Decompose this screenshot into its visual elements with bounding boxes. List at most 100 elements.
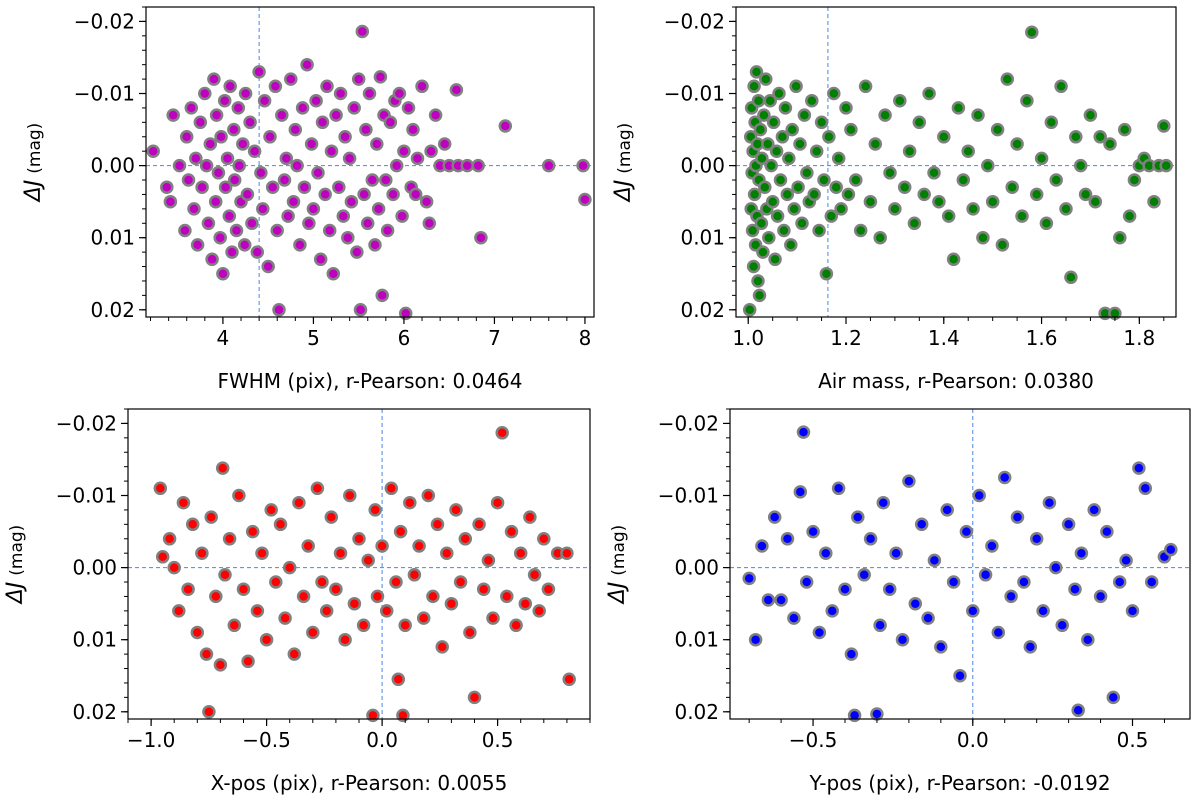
data-point [199, 158, 214, 173]
data-point [914, 517, 929, 532]
y-axis-label-unit: (mag) [615, 123, 635, 174]
data-point [467, 690, 482, 705]
data-point [223, 79, 237, 94]
data-point [247, 144, 262, 158]
data-point [1005, 180, 1019, 194]
data-point [193, 115, 208, 130]
data-point [829, 180, 843, 194]
data-point [1073, 158, 1088, 173]
data-point [755, 151, 769, 166]
data-point [365, 173, 380, 187]
data-point [350, 245, 364, 259]
y-tick-label: −0.01 [56, 484, 117, 508]
data-point [1042, 495, 1057, 510]
data-point [389, 158, 404, 173]
data-point [383, 115, 398, 130]
data-point [218, 568, 232, 582]
data-point [195, 180, 209, 194]
data-point [541, 158, 556, 173]
data-point [181, 582, 195, 596]
data-point [562, 672, 576, 687]
y-tick-label: 0.00 [674, 556, 719, 580]
data-point [853, 223, 868, 238]
data-point [756, 245, 770, 259]
data-point [787, 611, 801, 625]
data-point [927, 553, 942, 568]
y-axis-label: ΔJ (mag) [605, 525, 630, 606]
x-tick-label: 1.0 [732, 326, 764, 350]
data-point [195, 546, 209, 560]
data-point [560, 546, 574, 560]
data-point [1054, 79, 1068, 94]
y-tick-label: 0.00 [90, 154, 135, 178]
data-point [747, 79, 761, 94]
data-point [1127, 173, 1142, 187]
data-point [386, 187, 400, 202]
data-point [518, 596, 533, 611]
data-point [873, 230, 887, 245]
data-point [458, 532, 473, 546]
y-tick-label: −0.01 [658, 484, 719, 508]
data-point [780, 532, 795, 546]
y-tick-label: 0.00 [72, 556, 117, 580]
data-point [747, 187, 762, 202]
data-point [1020, 93, 1034, 108]
data-point [767, 510, 782, 524]
data-point [355, 24, 370, 39]
data-point [873, 618, 887, 633]
data-point [784, 238, 798, 252]
data-point [430, 517, 445, 532]
data-point [403, 495, 417, 510]
data-point [1025, 25, 1039, 39]
data-point [255, 546, 269, 560]
data-point [953, 668, 967, 683]
data-point [199, 647, 214, 661]
data-point [766, 115, 781, 130]
y-tick-label: −0.01 [664, 82, 725, 106]
data-point [940, 503, 954, 517]
data-point [1078, 187, 1093, 202]
data-point [800, 166, 814, 180]
data-point [146, 144, 160, 158]
data-point [257, 93, 272, 108]
data-point [1023, 640, 1038, 654]
data-point [921, 611, 935, 625]
data-point [222, 209, 237, 223]
data-point [309, 93, 323, 108]
data-point [1147, 194, 1161, 209]
data-point [825, 604, 839, 618]
data-point [449, 83, 464, 97]
data-point [797, 108, 812, 122]
y-tick-label: 0.01 [90, 226, 135, 250]
data-point [941, 209, 956, 223]
data-point [437, 137, 452, 151]
data-point [1159, 158, 1173, 173]
data-point [761, 137, 775, 151]
data-point [329, 582, 343, 596]
data-point [189, 151, 203, 166]
data-point [288, 122, 303, 137]
data-point [250, 245, 265, 259]
data-point [1081, 632, 1095, 647]
data-point [976, 230, 990, 245]
data-point [757, 108, 771, 122]
data-point [254, 166, 268, 180]
data-point [259, 632, 274, 647]
y-axis-label-unit: (mag) [609, 525, 629, 576]
data-point [263, 130, 277, 144]
data-point [1093, 589, 1108, 604]
data-point [240, 187, 255, 202]
data-point [819, 266, 834, 281]
data-point [1039, 216, 1054, 231]
data-point [870, 707, 884, 721]
data-point [749, 65, 764, 79]
data-point [844, 122, 858, 137]
data-points [742, 425, 1178, 723]
data-point [315, 115, 330, 130]
data-point [361, 553, 375, 568]
data-point [213, 658, 228, 672]
x-axis-label: FWHM (pix), r-Pearson: 0.0464 [217, 369, 522, 393]
data-point [1061, 517, 1076, 532]
data-point [250, 604, 265, 618]
data-point [490, 495, 505, 510]
